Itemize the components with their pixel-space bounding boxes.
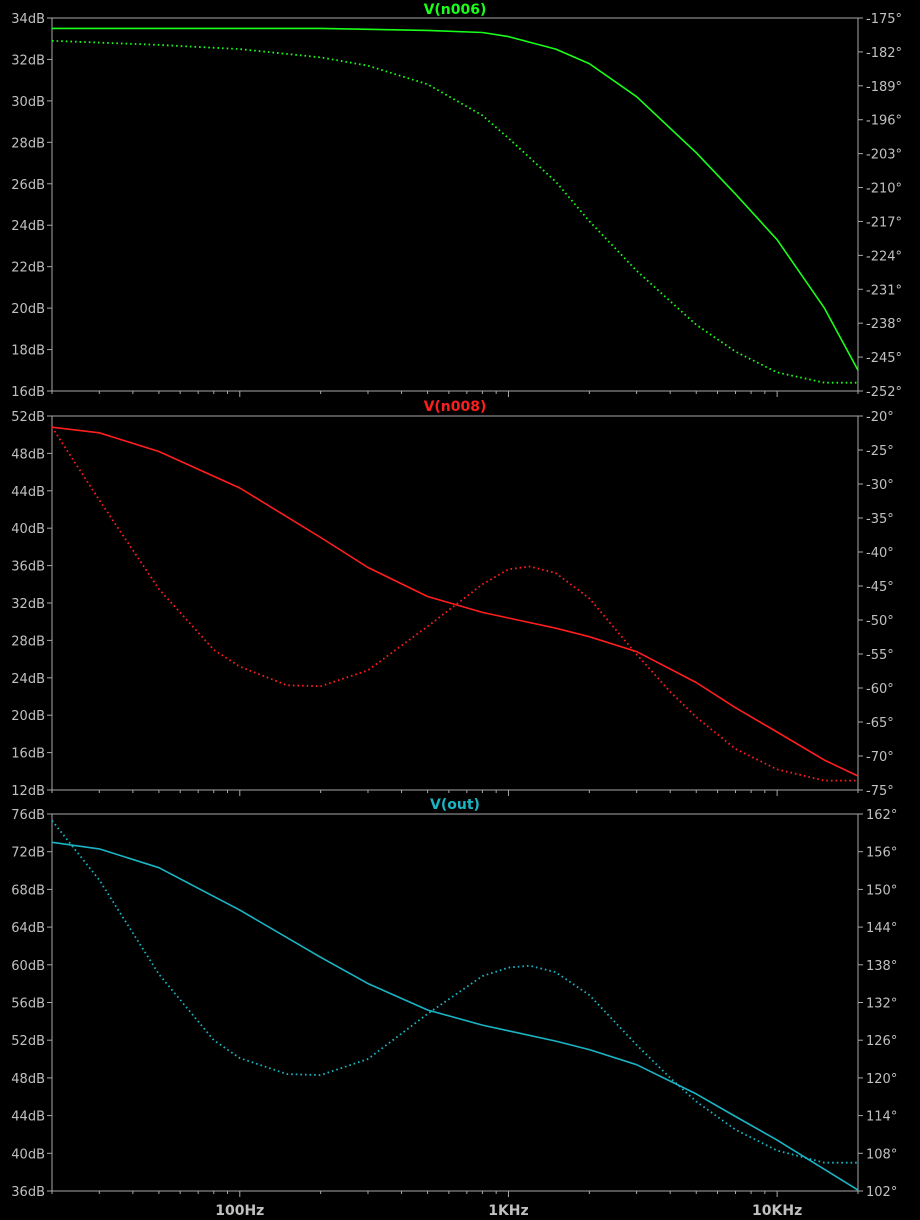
y-tick-label-right: -196°	[866, 114, 902, 129]
y-tick-label-left: 18dB	[11, 344, 45, 359]
y-tick-label-right: -182°	[866, 46, 902, 61]
y-tick-label-left: 76dB	[11, 808, 45, 823]
y-tick-label-right: -203°	[866, 148, 902, 163]
phase-series-line	[51, 426, 858, 782]
y-tick-label-left: 64dB	[11, 921, 45, 936]
y-tick-label-right: -224°	[866, 249, 902, 264]
y-tick-label-left: 48dB	[11, 447, 45, 462]
y-tick-label-left: 20dB	[11, 709, 45, 724]
y-tick-label-right: 156°	[866, 846, 897, 861]
y-tick-label-left: 12dB	[11, 784, 45, 799]
y-tick-label-right: -231°	[866, 283, 902, 298]
y-tick-label-right: -175°	[866, 12, 902, 27]
y-tick-label-left: 16dB	[11, 385, 45, 400]
y-tick-label-right: 102°	[866, 1185, 897, 1200]
y-tick-label-left: 32dB	[11, 53, 45, 68]
y-tick-label-right: 138°	[866, 959, 897, 974]
y-tick-label-left: 48dB	[11, 1072, 45, 1087]
y-tick-label-left: 26dB	[11, 178, 45, 193]
y-tick-label-right: -238°	[866, 317, 902, 332]
panel-0: V(n006) 16dB 18dB 20dB 22dB 24dB 26dB 28dB 30dB 3…	[11, 2, 902, 400]
plot-frame	[51, 17, 859, 392]
y-tick-label-left: 36dB	[11, 1185, 45, 1200]
plot-frame	[51, 415, 859, 791]
y-tick-label-right: 126°	[866, 1034, 897, 1049]
y-tick-label-right: -75°	[866, 784, 894, 799]
x-tick-label: 10KHz	[752, 1203, 802, 1219]
y-tick-label-right: 150°	[866, 883, 897, 898]
y-tick-label-right: -35°	[866, 512, 894, 527]
y-tick-label-right: 114°	[866, 1110, 897, 1125]
y-tick-label-left: 44dB	[11, 485, 45, 500]
y-tick-label-left: 34dB	[11, 12, 45, 27]
y-tick-label-left: 56dB	[11, 997, 45, 1012]
y-tick-label-left: 30dB	[11, 95, 45, 110]
y-tick-label-right: -210°	[866, 182, 902, 197]
y-tick-label-left: 16dB	[11, 747, 45, 762]
y-tick-label-right: -45°	[866, 580, 894, 595]
y-tick-label-right: -40°	[866, 546, 894, 561]
x-tick-label: 100Hz	[215, 1203, 264, 1219]
panel-2: V(out) 36dB 40dB 44dB 48dB 52dB 56dB 60dB 64dB 68…	[11, 797, 897, 1219]
y-tick-label-left: 32dB	[11, 597, 45, 612]
y-tick-label-right: -60°	[866, 682, 894, 697]
y-tick-label-left: 52dB	[11, 1034, 45, 1049]
y-tick-label-right: 132°	[866, 997, 897, 1012]
magnitude-series-line	[51, 841, 859, 1191]
y-tick-label-left: 28dB	[11, 634, 45, 649]
y-tick-label-right: -65°	[866, 716, 894, 731]
y-tick-label-left: 20dB	[11, 302, 45, 317]
y-tick-label-left: 52dB	[11, 410, 45, 425]
y-tick-label-right: 108°	[866, 1147, 897, 1162]
y-tick-label-right: 162°	[866, 808, 897, 823]
y-tick-label-right: -25°	[866, 444, 894, 459]
y-tick-label-left: 22dB	[11, 261, 45, 276]
y-tick-label-right: -55°	[866, 648, 894, 663]
magnitude-series-line	[52, 27, 859, 371]
y-tick-label-left: 40dB	[11, 522, 45, 537]
y-tick-label-left: 68dB	[11, 883, 45, 898]
panel-1: V(n008) 12dB 16dB 20dB 24dB 28dB 32dB 36dB 40dB 4…	[11, 399, 893, 799]
y-tick-label-right: 120°	[866, 1072, 897, 1087]
y-tick-label-right: -245°	[866, 351, 902, 366]
y-tick-label-left: 24dB	[11, 672, 45, 687]
y-tick-label-right: -189°	[866, 80, 902, 95]
y-tick-label-right: -50°	[866, 614, 894, 629]
magnitude-series-line	[51, 426, 859, 777]
y-tick-label-left: 40dB	[11, 1147, 45, 1162]
y-tick-label-left: 36dB	[11, 560, 45, 575]
plot-frame	[51, 813, 859, 1192]
x-tick-label: 1KHz	[488, 1203, 528, 1219]
phase-series-line	[51, 39, 858, 384]
chart-title: V(n008)	[424, 399, 487, 415]
y-tick-label-left: 24dB	[11, 219, 45, 234]
chart-title: V(n006)	[424, 2, 487, 18]
phase-series-line	[51, 820, 858, 1164]
y-tick-label-left: 72dB	[11, 846, 45, 861]
y-tick-label-right: -70°	[866, 750, 894, 765]
y-tick-label-left: 28dB	[11, 136, 45, 151]
y-tick-label-right: -30°	[866, 478, 894, 493]
y-tick-label-right: -252°	[866, 385, 902, 400]
y-tick-label-right: -217°	[866, 215, 902, 230]
chart-title: V(out)	[430, 797, 480, 813]
y-tick-label-left: 60dB	[11, 959, 45, 974]
y-tick-label-right: 144°	[866, 921, 897, 936]
y-tick-label-left: 44dB	[11, 1110, 45, 1125]
y-tick-label-right: -20°	[866, 410, 894, 425]
